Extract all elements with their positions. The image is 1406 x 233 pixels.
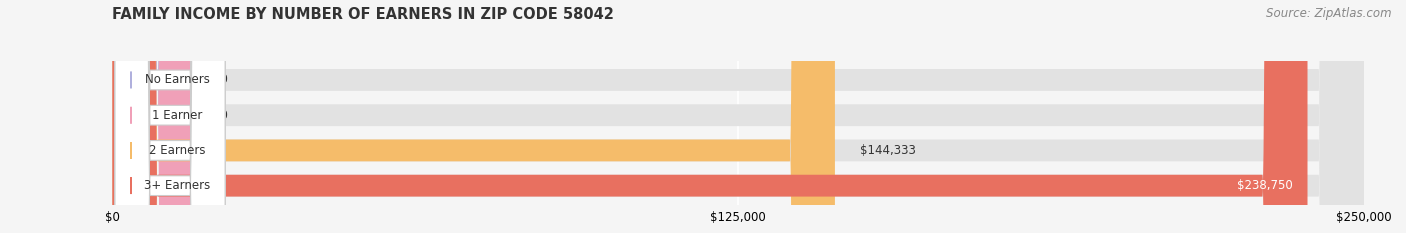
Text: 3+ Earners: 3+ Earners (145, 179, 211, 192)
FancyBboxPatch shape (112, 0, 1364, 233)
FancyBboxPatch shape (112, 0, 1364, 233)
FancyBboxPatch shape (112, 0, 1308, 233)
Text: 1 Earner: 1 Earner (152, 109, 202, 122)
Text: Source: ZipAtlas.com: Source: ZipAtlas.com (1267, 7, 1392, 20)
Text: No Earners: No Earners (145, 73, 209, 86)
Text: $238,750: $238,750 (1237, 179, 1292, 192)
FancyBboxPatch shape (115, 0, 225, 233)
FancyBboxPatch shape (112, 0, 202, 233)
FancyBboxPatch shape (112, 0, 835, 233)
Text: $144,333: $144,333 (860, 144, 915, 157)
Text: 2 Earners: 2 Earners (149, 144, 205, 157)
FancyBboxPatch shape (115, 0, 225, 233)
Text: $0: $0 (212, 73, 228, 86)
FancyBboxPatch shape (112, 0, 1364, 233)
FancyBboxPatch shape (112, 0, 202, 233)
FancyBboxPatch shape (112, 0, 1364, 233)
FancyBboxPatch shape (115, 0, 225, 233)
Text: FAMILY INCOME BY NUMBER OF EARNERS IN ZIP CODE 58042: FAMILY INCOME BY NUMBER OF EARNERS IN ZI… (112, 7, 614, 22)
Text: $0: $0 (212, 109, 228, 122)
FancyBboxPatch shape (115, 0, 225, 233)
